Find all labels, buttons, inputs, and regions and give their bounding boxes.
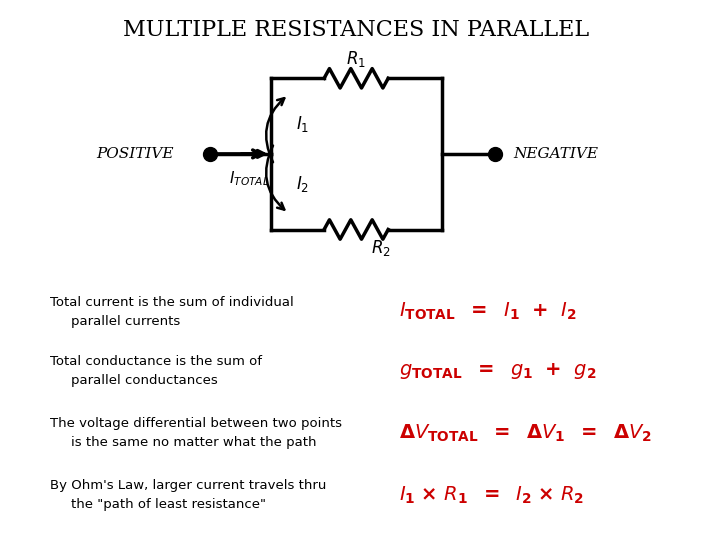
Text: $R_2$: $R_2$ [372, 238, 391, 259]
Text: the "path of least resistance": the "path of least resistance" [71, 498, 266, 511]
Text: POSITIVE: POSITIVE [96, 147, 174, 161]
Text: $\mathbf{\Delta \mathit{V}_{TOTAL}}$  $\mathbf{=}$  $\mathbf{\Delta \mathit{V}_1: $\mathbf{\Delta \mathit{V}_{TOTAL}}$ $\m… [399, 422, 652, 444]
Text: NEGATIVE: NEGATIVE [513, 147, 598, 161]
Text: $\mathbf{\mathit{I}_1}$ $\mathbf{\times}$ $\mathbf{\mathit{R}_1}$  $\mathbf{=}$ : $\mathbf{\mathit{I}_1}$ $\mathbf{\times}… [399, 484, 584, 506]
Text: MULTIPLE RESISTANCES IN PARALLEL: MULTIPLE RESISTANCES IN PARALLEL [123, 19, 589, 40]
Text: $\mathbf{\mathit{g}_{TOTAL}}$  $\mathbf{=}$  $\mathbf{\mathit{g}_1}$  $\mathbf{+: $\mathbf{\mathit{g}_{TOTAL}}$ $\mathbf{=… [399, 361, 596, 381]
Text: Total current is the sum of individual: Total current is the sum of individual [50, 296, 294, 309]
Text: is the same no matter what the path: is the same no matter what the path [71, 436, 317, 449]
Text: parallel conductances: parallel conductances [71, 374, 218, 387]
Text: parallel currents: parallel currents [71, 315, 181, 328]
Text: $I_2$: $I_2$ [296, 173, 310, 194]
Text: $R_1$: $R_1$ [346, 49, 366, 70]
Text: Total conductance is the sum of: Total conductance is the sum of [50, 355, 262, 368]
Text: The voltage differential between two points: The voltage differential between two poi… [50, 417, 342, 430]
Text: $I_{TOTAL}$: $I_{TOTAL}$ [229, 169, 269, 187]
Text: $\mathbf{\mathit{I}_{TOTAL}}$  $\mathbf{=}$  $\mathbf{\mathit{I}_1}$  $\mathbf{+: $\mathbf{\mathit{I}_{TOTAL}}$ $\mathbf{=… [399, 301, 577, 322]
Text: $I_1$: $I_1$ [296, 114, 310, 134]
Text: By Ohm's Law, larger current travels thru: By Ohm's Law, larger current travels thr… [50, 480, 326, 492]
